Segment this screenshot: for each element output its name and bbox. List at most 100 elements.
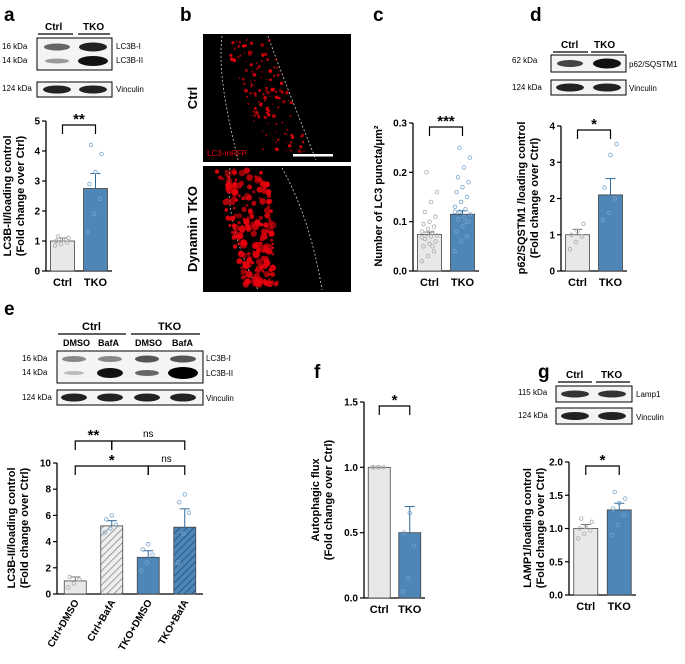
y-tick-label: 2.0 [549, 458, 563, 469]
y-tick-label: 4 [45, 537, 51, 548]
puncta-dot [301, 140, 305, 144]
puncta-dot [262, 92, 265, 96]
y-axis-label-line: Autophagic flux [310, 458, 322, 542]
puncta-dot [268, 209, 273, 214]
data-point [186, 510, 192, 515]
data-point [71, 581, 77, 586]
blot-d: Ctrl TKO 62 kDa 124 kDa p62/SQSTM1 Vincu… [512, 40, 678, 96]
data-point [66, 235, 71, 241]
puncta-dot [255, 110, 259, 115]
data-point [581, 221, 586, 227]
puncta-dot [247, 50, 252, 54]
y-tick-label: 0.0 [549, 591, 563, 602]
data-point [421, 244, 426, 249]
puncta-dot [233, 48, 236, 51]
y-axis-label-line: (Fold change over Ctrl) [323, 439, 335, 560]
y-tick-label: 5 [34, 117, 40, 128]
panel-label-f: f [314, 362, 321, 383]
y-tick-label: 0 [34, 267, 40, 278]
data-point [85, 229, 91, 235]
data-point [467, 155, 473, 160]
puncta-dot [268, 230, 275, 237]
puncta-dot [243, 192, 252, 201]
puncta-dot [236, 213, 243, 219]
blot-a-marker-16: 16 kDa [2, 42, 28, 51]
puncta-dot [230, 230, 234, 234]
puncta-dot [251, 200, 257, 206]
data-point [371, 465, 376, 470]
puncta-dot [245, 38, 249, 42]
x-tick-label: Ctrl [420, 277, 439, 289]
panel-label-c: c [373, 5, 384, 26]
data-point [612, 196, 618, 201]
puncta-dot [286, 128, 289, 131]
puncta-dot [260, 60, 263, 63]
puncta-dot [239, 180, 245, 186]
y-axis-label-line: LAMP1/loading control [522, 468, 534, 588]
data-point [400, 589, 406, 594]
data-point [608, 152, 613, 158]
puncta-dot [287, 99, 290, 102]
puncta-dot [274, 131, 277, 134]
puncta-dot [241, 196, 245, 201]
puncta-dot [264, 207, 271, 214]
y-tick-label: 0.3 [393, 119, 407, 130]
y-tick-label: 3 [549, 158, 555, 169]
puncta-dot [245, 60, 247, 63]
data-point [406, 576, 411, 581]
puncta-dot [226, 198, 229, 201]
data-point [458, 199, 464, 205]
blot-g-band-lamp1: Lamp1 [636, 390, 661, 399]
data-point [427, 241, 432, 247]
y-tick-label: 8 [45, 485, 51, 496]
puncta-dot [235, 234, 240, 239]
blot-e-lane-2: BafA [98, 338, 120, 348]
y-axis-label-line: (Fold change over Ctrl) [535, 467, 547, 588]
significance-bracket [147, 465, 186, 475]
x-tick-label: TKO [451, 277, 475, 289]
data-point [422, 209, 428, 214]
blot-a-lane-ctrl: Ctrl [45, 22, 62, 33]
puncta-dot [237, 45, 241, 48]
puncta-dot [259, 102, 263, 107]
puncta-dot [251, 261, 255, 265]
blot-d-lane-ctrl: Ctrl [561, 40, 578, 51]
x-tick-label: TKO+BafA [157, 598, 192, 647]
data-point [428, 234, 434, 239]
significance-bracket [576, 129, 612, 139]
data-point [58, 241, 64, 247]
data-point [464, 194, 470, 200]
puncta-dot [289, 149, 292, 152]
puncta-dot [276, 106, 280, 109]
puncta-dot [244, 88, 248, 93]
data-point [434, 233, 440, 238]
puncta-dot [256, 247, 262, 254]
puncta-dot [225, 185, 233, 193]
data-point [181, 531, 186, 536]
puncta-dot [267, 220, 274, 226]
puncta-dot [241, 77, 245, 81]
y-axis-label-line: Number of LC3 puncta/μm² [373, 125, 385, 267]
data-point [454, 229, 459, 234]
y-tick-label: 6 [45, 511, 51, 522]
significance-bracket [61, 124, 97, 134]
puncta-dot [242, 261, 250, 270]
puncta-dot [238, 40, 242, 44]
puncta-dot [276, 73, 280, 77]
data-point [611, 506, 616, 511]
puncta-dot [246, 216, 251, 221]
x-tick-label: Ctrl+DMSO [46, 598, 82, 650]
data-point [77, 577, 82, 582]
puncta-dot [249, 186, 252, 190]
y-axis-label-line: LC3B-II/loading control [2, 136, 14, 257]
puncta-dot [273, 281, 279, 287]
puncta-dot [272, 253, 275, 256]
puncta-dot [267, 122, 270, 125]
puncta-dot [275, 141, 277, 144]
puncta-dot [267, 38, 271, 42]
blot-e-marker-124: 124 kDa [22, 393, 52, 402]
puncta-dot [247, 102, 250, 105]
puncta-dot [238, 251, 241, 254]
blot-a-lane-tko: TKO [83, 22, 104, 33]
blot-g-marker-124: 124 kDa [518, 411, 548, 420]
